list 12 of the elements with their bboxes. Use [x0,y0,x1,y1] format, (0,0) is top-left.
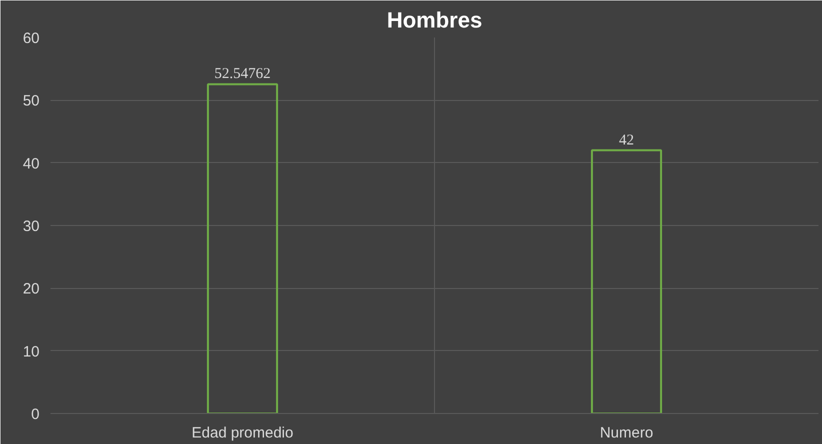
y-tick-label: 0 [31,406,40,423]
x-tick-label: Numero [600,424,654,442]
data-label: 52.54762 [214,66,271,82]
x-tick-label: Edad promedio [192,424,294,442]
y-tick-label: 10 [22,343,40,360]
y-tick-label: 40 [22,155,40,172]
y-tick-label: 60 [22,30,40,47]
chart-title: Hombres [386,8,482,32]
y-tick-label: 20 [22,280,40,298]
y-tick-label: 50 [22,92,40,110]
data-label: 42 [619,132,634,148]
y-tick-label: 30 [22,218,40,235]
